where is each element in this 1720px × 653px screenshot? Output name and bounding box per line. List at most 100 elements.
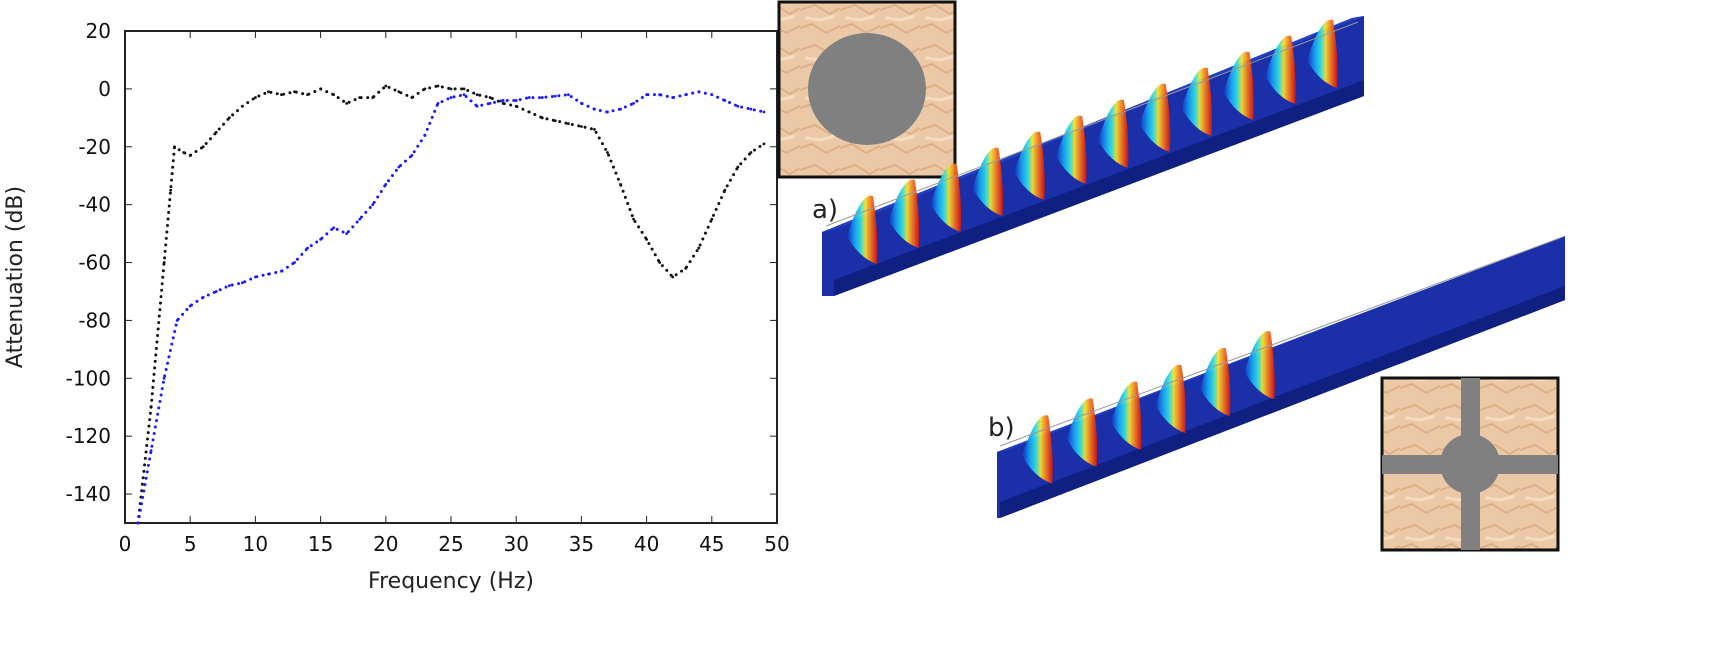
data-point [371,203,375,207]
data-point [227,284,231,288]
data-point [423,87,427,91]
wave-crest [1111,381,1142,450]
plot-frame [124,30,778,524]
data-point [293,90,296,94]
data-point [436,101,440,105]
beam-b [997,236,1565,518]
data-point [214,130,218,134]
data-point [280,269,283,273]
data-point [527,96,531,99]
data-point [488,96,492,99]
wave-crest [1307,19,1338,88]
data-point [762,142,766,146]
data-point [345,101,349,105]
series-line [136,84,766,525]
panel-a-label: a) [812,195,838,225]
data-point [749,151,753,154]
data-point [645,93,648,97]
wave-crest [1022,415,1053,484]
wave-crest [1199,347,1231,417]
x-axis-label: Frequency (Hz) [368,569,534,594]
data-point [384,182,388,186]
data-point [580,125,583,128]
data-point [593,107,596,111]
wave-crest [888,179,920,248]
x-tick-label: 15 [308,532,333,556]
wave-crest [972,147,1003,216]
data-point [436,84,440,88]
data-point [671,96,675,99]
circle-inclusion [808,33,926,145]
wave-crest [846,195,878,264]
data-point [371,96,375,99]
inset-cross-inclusion [1380,376,1560,552]
data-point [632,217,635,221]
y-tick-label: -120 [66,424,111,448]
data-point [501,99,505,102]
data-point [697,90,701,94]
beam-a [822,16,1364,296]
data-point [319,237,322,241]
data-point [293,261,296,264]
data-point [475,93,479,97]
data-point [619,107,622,111]
data-point [162,376,166,380]
data-point [423,133,427,137]
data-point [149,405,153,409]
data-point [736,104,740,108]
data-point [671,275,675,279]
data-point [280,93,283,97]
wave-crest [1223,51,1254,120]
data-point [684,93,688,97]
y-tick-label: -20 [78,135,111,159]
data-point [188,304,192,308]
data-point [358,217,362,221]
data-point [462,93,466,97]
x-tick-label: 10 [243,532,268,556]
data-point [319,87,322,91]
wave-crest [1155,364,1186,434]
wave-crest [1097,99,1129,168]
data-point [566,93,570,97]
data-point [658,93,662,97]
data-point [173,145,176,149]
data-point [606,110,609,114]
data-point [566,122,570,126]
inset-circular-inclusion [777,0,957,179]
x-tick-label: 5 [184,532,197,556]
data-point [201,145,205,149]
data-point [332,93,336,97]
x-tick-label: 30 [503,532,528,556]
x-tick-label: 45 [699,532,724,556]
x-tick-label: 35 [569,532,594,556]
data-point [345,232,349,235]
data-point [749,107,753,111]
data-point [619,182,622,186]
data-point [188,154,192,157]
wave-crest [1265,35,1296,104]
data-point [182,151,186,154]
data-point [267,90,270,94]
data-point [553,94,557,98]
data-point [397,90,401,94]
data-point [632,101,635,105]
data-point [593,127,596,131]
data-point [449,87,453,91]
data-point [227,116,231,120]
wave-crest [1056,115,1087,184]
wave-crest [1066,398,1098,467]
data-point [214,290,218,293]
data-point [306,93,309,97]
y-axis-label: Attenuation (dB) [3,186,28,368]
data-point [645,237,648,241]
data-point [723,99,727,102]
x-tick-label: 20 [373,532,398,556]
data-point [306,246,309,250]
data-point [449,96,453,99]
x-tick-label: 50 [764,532,789,556]
data-point [658,261,662,264]
wave-crest [1244,331,1275,400]
data-point [175,319,179,322]
data-point [254,275,257,279]
data-point [736,165,740,169]
